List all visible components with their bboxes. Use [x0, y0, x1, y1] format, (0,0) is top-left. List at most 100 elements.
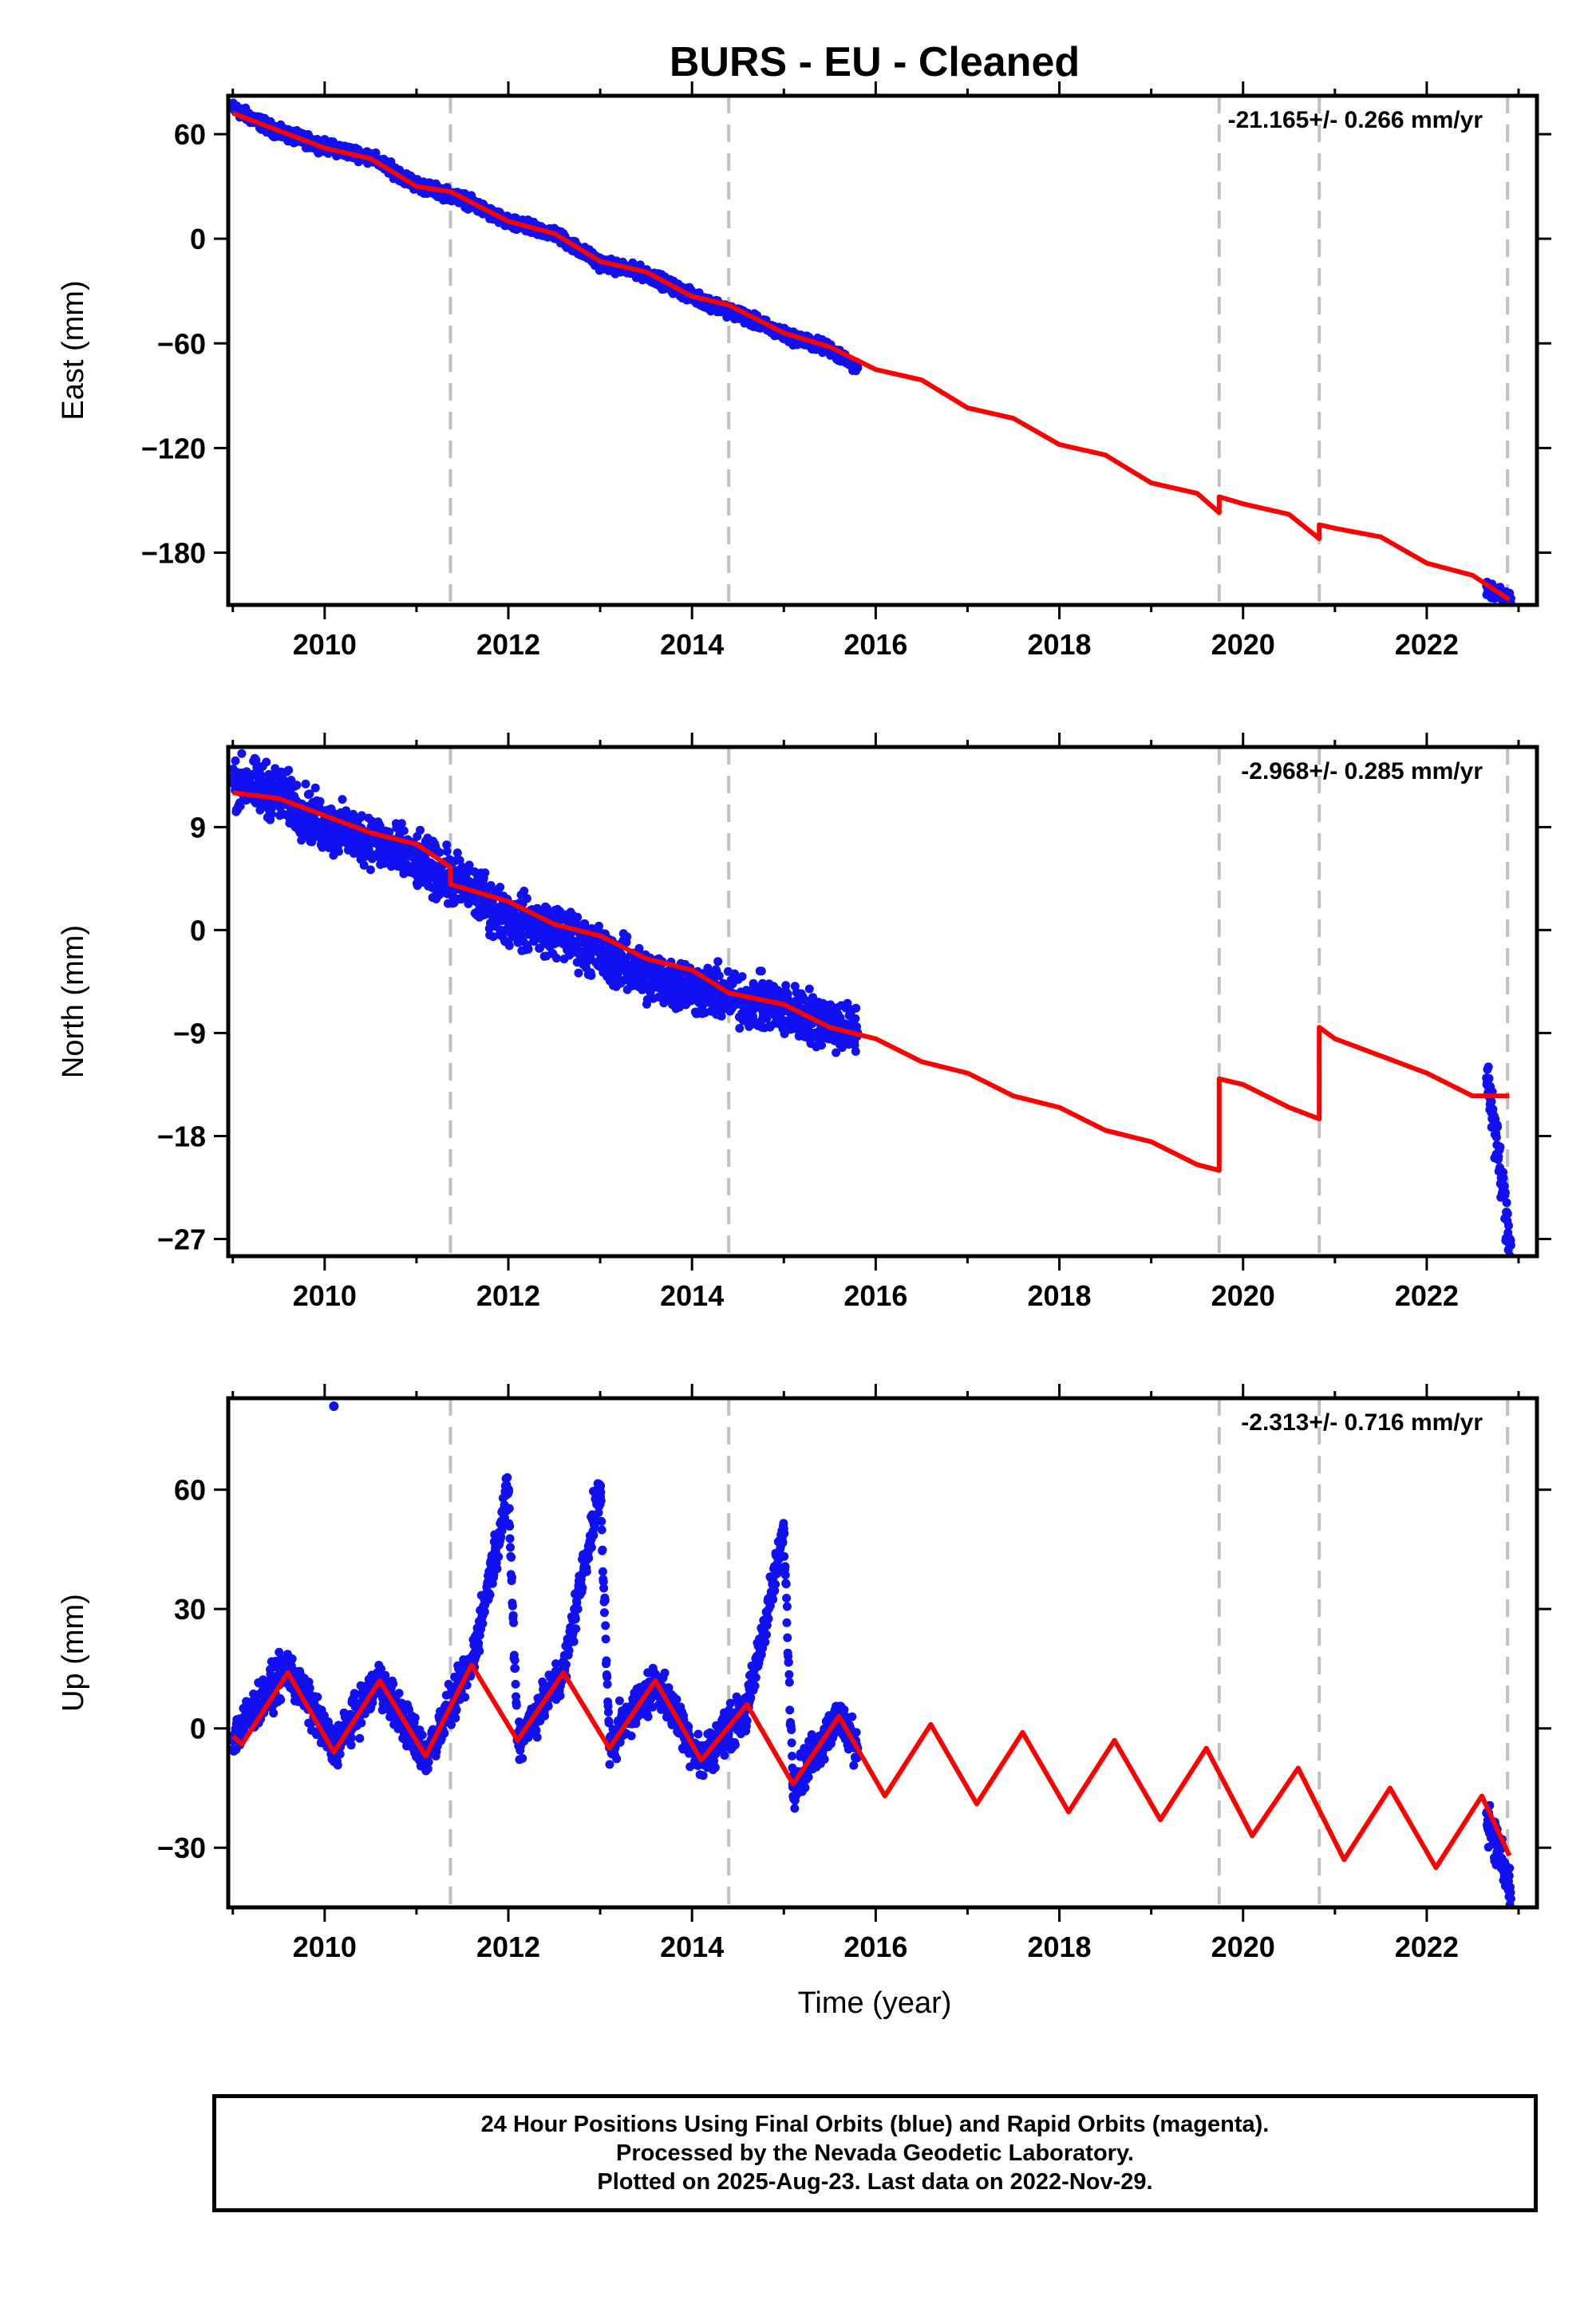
observation-point [385, 828, 394, 836]
y-tick-label: −27 [157, 1223, 206, 1255]
model-line [232, 790, 1510, 1173]
x-tick-label: 2016 [843, 1279, 907, 1312]
observation-point [687, 982, 697, 993]
observation-point [347, 1733, 356, 1743]
observation-point [737, 972, 747, 982]
observation-point [231, 756, 240, 765]
observation-point [781, 981, 791, 990]
observation-point [460, 1693, 470, 1702]
observation-point [510, 1655, 519, 1665]
observation-point [511, 1679, 520, 1689]
observation-point [315, 796, 325, 806]
x-tick-label: 2010 [293, 628, 357, 661]
observation-point [523, 944, 533, 954]
observation-point [1500, 1188, 1510, 1197]
observation-point [346, 1741, 356, 1750]
observation-point [587, 970, 596, 980]
observation-point [284, 765, 294, 775]
y-tick-label: 60 [174, 118, 206, 151]
observation-point [355, 1733, 365, 1743]
observation-point [269, 1709, 279, 1718]
y-axis-label: East (mm) [57, 280, 90, 420]
observation-point [551, 954, 561, 963]
observation-point [447, 1720, 456, 1729]
observation-point [504, 1504, 514, 1513]
figure-title: BURS - EU - Cleaned [670, 39, 1080, 85]
observation-point [423, 1764, 433, 1773]
observation-point [549, 925, 559, 935]
observation-point [717, 1011, 726, 1021]
observation-point [452, 848, 462, 858]
observation-point [735, 1024, 745, 1033]
observation-point [333, 1761, 342, 1770]
observation-point [852, 362, 863, 373]
y-tick-label: −18 [157, 1120, 206, 1152]
x-tick-label: 2012 [476, 1279, 540, 1312]
observation-point [574, 968, 583, 978]
panel-frame [226, 93, 1539, 607]
observation-point [1491, 1132, 1501, 1142]
rate-annotation: -2.968+/- 0.285 mm/yr [1241, 758, 1483, 785]
observation-point [394, 1689, 404, 1698]
observation-point [506, 1543, 515, 1552]
observation-point [475, 1646, 484, 1656]
observation-point [622, 932, 632, 942]
observation-point [464, 860, 474, 870]
observation-point [235, 801, 245, 811]
observation-points [228, 749, 1515, 1256]
observation-point [237, 749, 247, 758]
observation-point [804, 984, 814, 994]
observation-point [474, 1638, 484, 1648]
observation-point [1486, 1097, 1496, 1107]
model-line [231, 110, 1511, 602]
observation-point [305, 789, 314, 799]
observation-point [274, 788, 284, 798]
observation-point [496, 883, 505, 892]
observation-point [492, 1564, 502, 1574]
observation-point [416, 825, 425, 835]
observation-point [508, 1601, 517, 1611]
observation-point [451, 1713, 460, 1723]
observation-point [713, 957, 723, 966]
observation-point [310, 783, 320, 792]
observation-point [507, 1552, 516, 1562]
observation-point [397, 819, 406, 828]
observation-point [508, 1611, 518, 1620]
observation-point [334, 847, 343, 856]
observation-point [573, 912, 583, 922]
observation-point [386, 862, 396, 871]
observation-points [228, 1401, 1515, 1907]
observation-point [365, 865, 375, 875]
observation-point [503, 1472, 512, 1482]
observation-point [522, 894, 531, 903]
observation-point [1494, 1152, 1503, 1161]
observation-point [505, 1522, 515, 1531]
observation-point [399, 826, 409, 836]
observation-point [758, 978, 768, 988]
observation-point [389, 1679, 398, 1689]
observation-point [1499, 1173, 1508, 1183]
observation-point [519, 887, 529, 895]
observation-point [714, 971, 724, 981]
observation-point [783, 989, 792, 998]
x-tick-label: 2016 [843, 628, 907, 661]
observation-point [228, 777, 238, 786]
observation-point [1503, 1209, 1512, 1219]
observation-point [1502, 1198, 1511, 1207]
y-tick-label: −9 [173, 1017, 206, 1049]
panel-north: 2010 2012 2014 2016 2018 2020 202290−9−18−27No… [57, 733, 1551, 1312]
observation-point [359, 860, 369, 870]
observation-point [276, 1695, 286, 1705]
observation-point [463, 868, 472, 877]
x-tick-label: 2022 [1395, 1279, 1459, 1312]
observation-point [455, 856, 464, 865]
observation-point [1484, 1073, 1494, 1083]
y-axis-label: North (mm) [57, 925, 90, 1078]
observation-point [505, 1534, 515, 1543]
panel-east: 2010 2012 2014 2016 2018 2020 2022600−60−120−1… [57, 81, 1551, 661]
observation-point [851, 1014, 860, 1023]
y-tick-label: 0 [190, 223, 206, 255]
observation-point [287, 1654, 297, 1663]
y-tick-label: 9 [190, 811, 206, 844]
